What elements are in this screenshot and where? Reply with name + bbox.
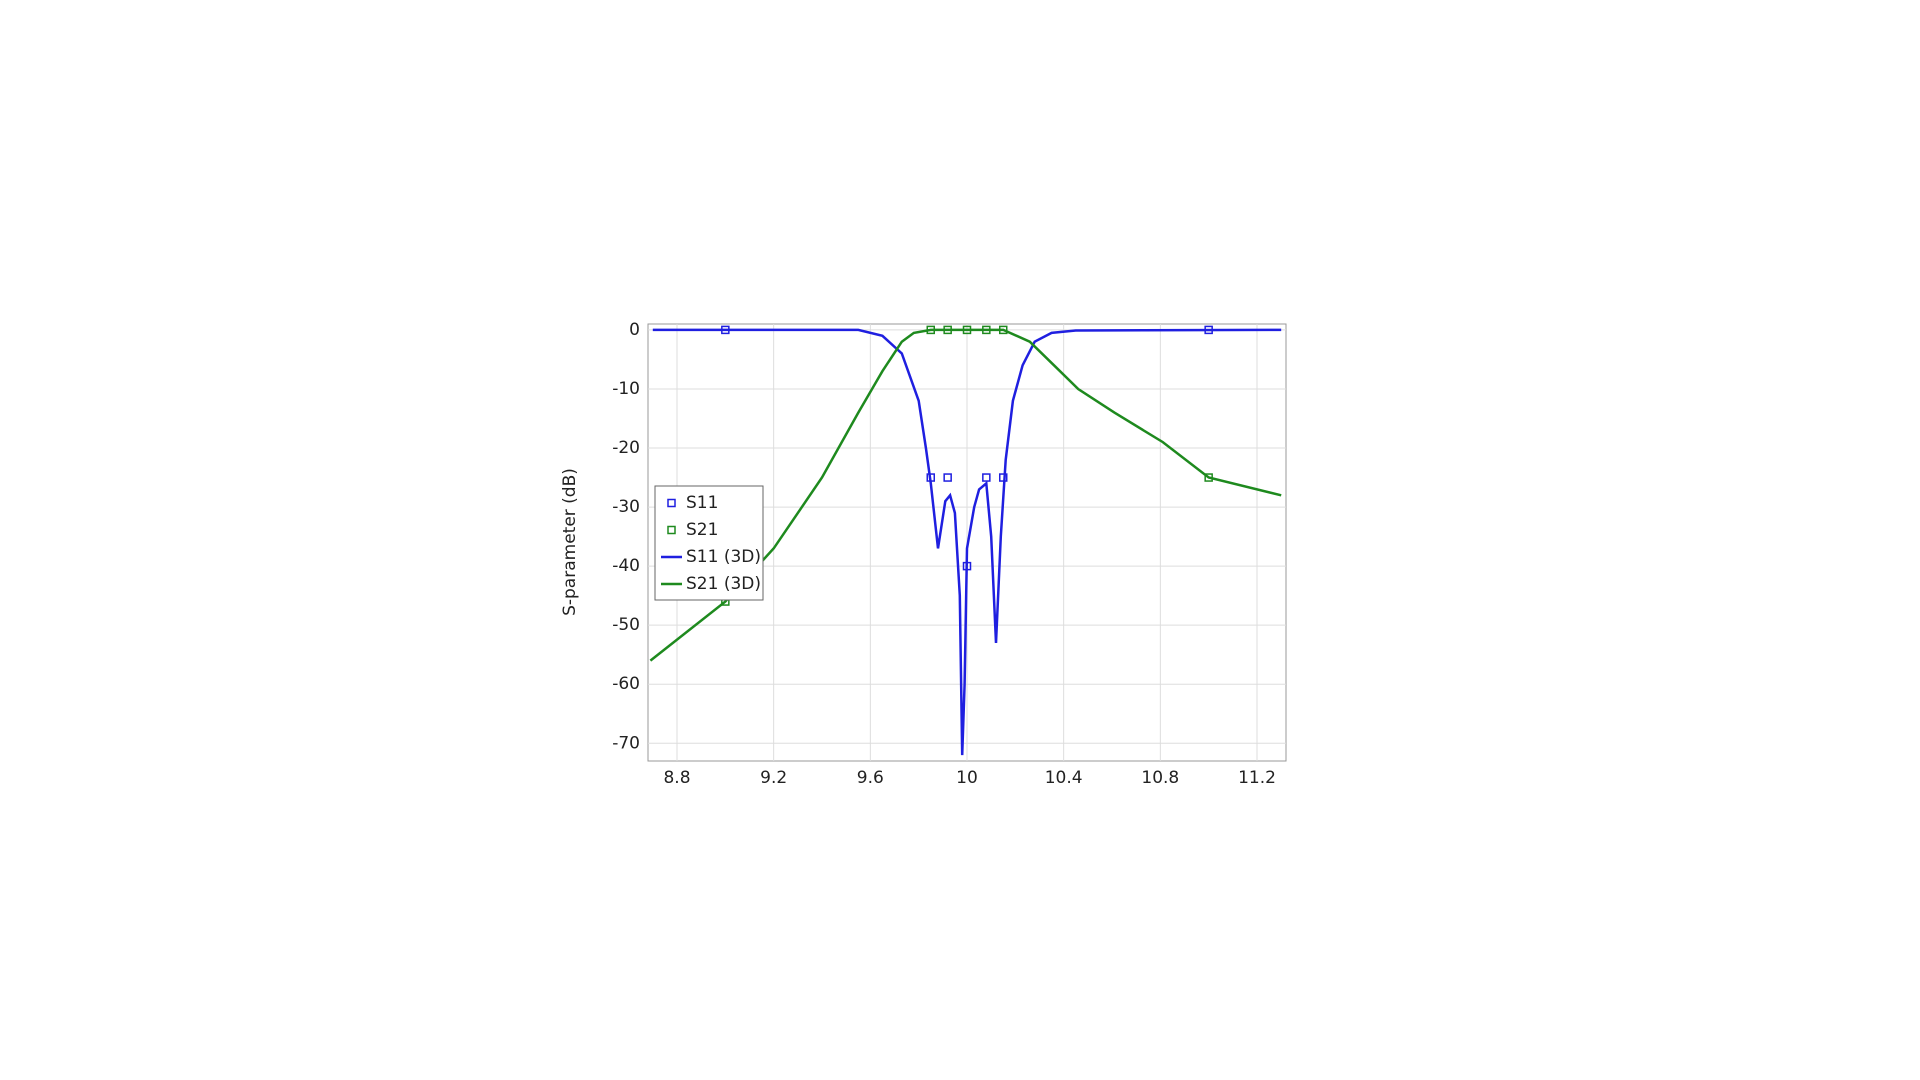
legend-label: S11 (3D): [686, 547, 761, 567]
legend-label: S21 (3D): [686, 574, 761, 594]
x-tick-label: 10: [956, 768, 978, 788]
x-tick-label: 10.8: [1141, 768, 1179, 788]
series-line: [652, 328, 1282, 756]
legend-swatch: [667, 525, 676, 535]
x-tick-label: 9.6: [857, 768, 884, 788]
y-tick-label: -70: [612, 733, 640, 753]
x-tick-label: 9.2: [760, 768, 787, 788]
series-marker: [982, 473, 991, 482]
legend-box: [654, 485, 764, 601]
x-tick-label: 10.4: [1045, 768, 1083, 788]
x-tick-label: 11.2: [1238, 768, 1276, 788]
y-tick-label: -30: [612, 497, 640, 517]
series-line: [649, 328, 1282, 662]
y-tick-label: -60: [612, 674, 640, 694]
y-tick-label: -40: [612, 556, 640, 576]
y-tick-label: -20: [612, 438, 640, 458]
legend-label: S21: [686, 520, 718, 540]
x-tick-label: 8.8: [663, 768, 690, 788]
legend-label: S11: [686, 493, 718, 513]
y-tick-label: -10: [612, 379, 640, 399]
legend-swatch: [667, 498, 676, 508]
series-marker: [943, 473, 952, 482]
y-tick-label: 0: [629, 320, 640, 340]
y-tick-label: -50: [612, 615, 640, 635]
y-axis-label: S-parameter (dB): [560, 468, 580, 616]
